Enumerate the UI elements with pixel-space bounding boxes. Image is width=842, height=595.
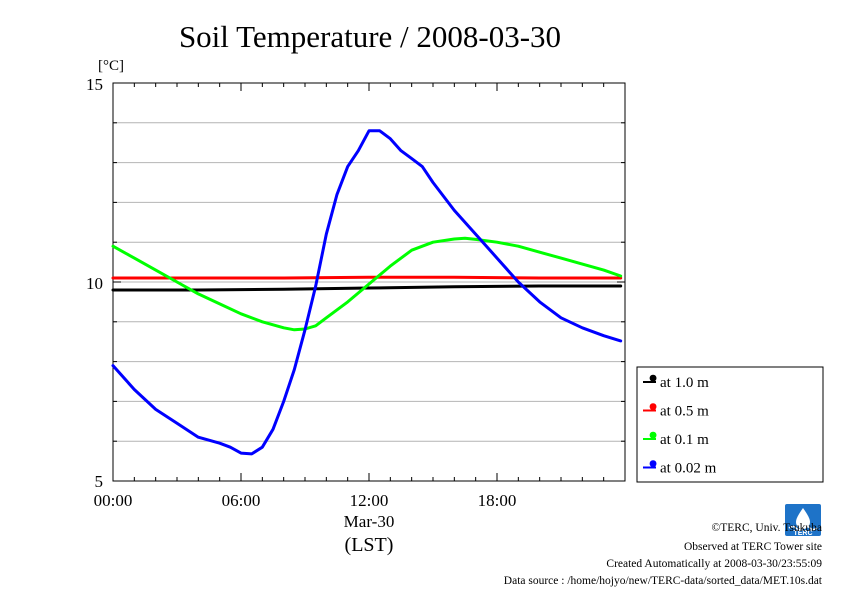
y-tick-label-5: 5: [95, 472, 104, 491]
legend-label-at-0-1-m: at 0.1 m: [660, 432, 709, 448]
logo-text: TERC: [793, 530, 812, 537]
series-line-at-1-0-m: [111, 284, 623, 292]
legend-label-at-0-5-m: at 0.5 m: [660, 404, 709, 420]
x-tick-label-1800: 18:00: [478, 491, 517, 510]
terc-logo: TERC: [785, 504, 821, 537]
created-text: Created Automatically at 2008-03-30/23:5…: [606, 558, 822, 570]
legend-marker-at-1-0-m: ●: [649, 374, 657, 384]
legend-label-at-0-02-m: at 0.02 m: [660, 461, 717, 477]
y-tick-label-10: 10: [86, 274, 103, 293]
legend-marker-at-0-1-m: ●: [649, 431, 657, 441]
grid-lines: [113, 122, 625, 442]
legend: ● at 1.0 m● at 0.5 m● at 0.1 m● at 0.02 m: [636, 366, 824, 483]
x-timezone-label: (LST): [345, 534, 394, 556]
x-tick-label-1200: 12:00: [350, 491, 389, 510]
legend-marker-at-0-5-m: ●: [649, 402, 657, 412]
series-line-at-0-5-m: [111, 275, 623, 280]
legend-marker-at-0-02-m: ●: [649, 459, 657, 469]
series-line-at-0-1-m: [111, 236, 623, 332]
x-tick-label-0600: 06:00: [222, 491, 261, 510]
y-tick-label-15: 15: [86, 75, 103, 94]
y-axis-unit-label: [°C]: [98, 58, 124, 74]
series-line-at-0-02-m: [111, 129, 623, 456]
chart-title: Soil Temperature / 2008-03-30: [179, 19, 561, 54]
copyright-text: ©TERC, Univ. Tsukuba: [712, 522, 822, 534]
axis-ticks: [112, 82, 626, 482]
x-tick-label-0000: 00:00: [94, 491, 133, 510]
legend-box: [636, 366, 824, 483]
data-source-text: Data source : /home/hojyo/new/TERC-data/…: [504, 575, 823, 587]
legend-label-at-1-0-m: at 1.0 m: [660, 375, 709, 391]
x-date-label: Mar-30: [344, 512, 395, 531]
observed-text: Observed at TERC Tower site: [684, 541, 822, 553]
series-lines: [111, 129, 623, 456]
